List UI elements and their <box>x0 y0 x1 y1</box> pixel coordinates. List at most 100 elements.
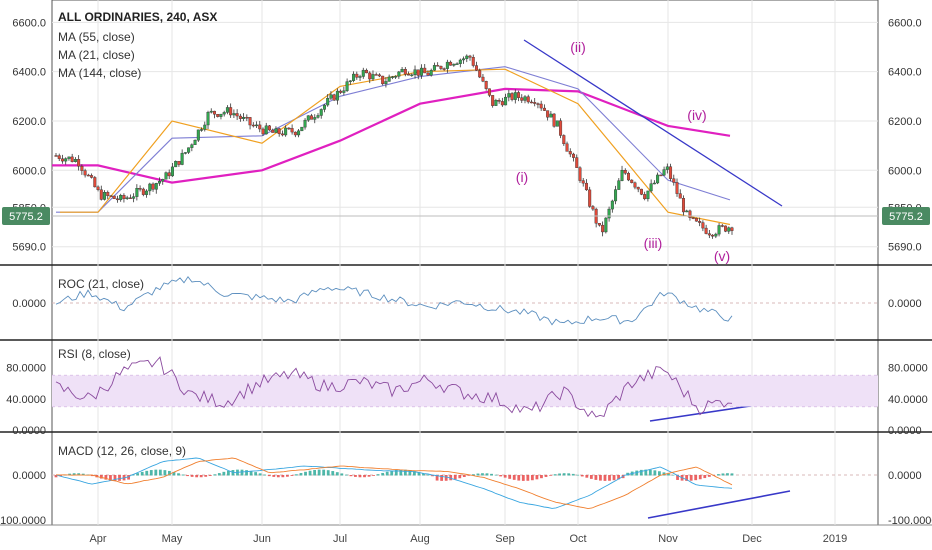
y-tick-label: -100.0000 <box>888 515 932 527</box>
candle-body <box>526 96 530 103</box>
roc-panel[interactable]: ROC (21, close) <box>55 276 733 326</box>
candle-body <box>397 71 401 77</box>
macd-hist-bar <box>390 470 394 476</box>
candle-body <box>345 81 349 91</box>
macd-hist-bar <box>535 475 539 480</box>
last-price-tag-left: 5775.2 <box>2 207 50 225</box>
candle-body <box>274 128 278 133</box>
x-axis: Apr May Jun Jul Aug Sep Oct Nov Dec 2019 <box>89 533 847 545</box>
candle-body <box>183 152 187 154</box>
macd-hist-bar <box>658 471 661 476</box>
macd-hist-bar <box>726 473 729 476</box>
macd-hist-bar <box>204 475 208 477</box>
macd-hist-bar <box>399 469 403 476</box>
candle-body <box>727 227 731 232</box>
macd-hist-bar <box>580 475 584 477</box>
macd-hist-bar <box>603 475 607 481</box>
candle-body <box>711 234 715 237</box>
macd-hist-bar <box>608 475 611 481</box>
candle-body <box>462 58 466 61</box>
candle-body <box>484 81 488 89</box>
candle-body <box>452 63 456 66</box>
macd-hist-bar <box>104 475 108 480</box>
candle-body <box>387 76 391 82</box>
macd-hist-bar <box>227 470 230 476</box>
candle-body <box>549 113 553 118</box>
candle-body <box>187 147 191 153</box>
y-tick-label: 6400.0 <box>12 67 46 79</box>
candle-body <box>96 186 100 190</box>
candle-body <box>478 70 482 78</box>
price-panel[interactable]: (i) (ii) (iii) (iv) (v) ALL ORDINARIES, 240,… <box>52 10 878 519</box>
candle-body <box>468 55 472 58</box>
candle-body <box>57 155 61 159</box>
candle-body <box>626 172 630 181</box>
macd-hist-bar <box>408 470 412 476</box>
candle-body <box>332 94 336 101</box>
candle-body <box>83 170 87 176</box>
macd-trendline <box>647 490 791 519</box>
candle-body <box>180 152 184 165</box>
candle-body <box>487 88 491 96</box>
macd-hist-bar <box>444 475 448 481</box>
macd-hist-bar <box>299 473 303 476</box>
candle-body <box>284 127 288 136</box>
macd-hist-bar <box>481 473 484 476</box>
x-tick-label: May <box>162 533 183 545</box>
rsi-legend: RSI (8, close) <box>58 347 131 361</box>
candle-body <box>206 112 210 126</box>
wave-label: (v) <box>714 248 730 264</box>
candle-body <box>238 115 242 119</box>
candle-body <box>429 70 433 76</box>
candle-body <box>588 189 592 207</box>
macd-hist-bar <box>476 473 480 476</box>
macd-hist-bar <box>599 475 602 481</box>
macd-hist-bar <box>118 475 121 481</box>
candle-body <box>643 194 647 200</box>
x-tick-label: Jun <box>253 533 271 545</box>
macd-hist-bar <box>485 473 489 476</box>
macd-line <box>55 457 733 510</box>
candle-body <box>678 193 682 199</box>
macd-hist-bar <box>517 475 521 481</box>
macd-hist-bar <box>544 475 548 477</box>
macd-hist-bar <box>54 475 58 478</box>
chart-frame <box>0 0 932 526</box>
candle-body <box>232 113 236 116</box>
candle-body <box>497 100 501 102</box>
macd-hist-bar <box>158 469 162 476</box>
macd-panel[interactable]: MACD (12, 26, close, 9) <box>54 444 734 510</box>
macd-hist-bar <box>676 475 679 480</box>
macd-hist-bar <box>263 474 267 476</box>
candle-body <box>319 109 323 116</box>
macd-hist-bar <box>258 473 262 476</box>
ma55-path <box>56 66 731 213</box>
candle-body <box>449 61 453 66</box>
y-tick-label: 6400.0 <box>888 67 922 79</box>
macd-hist-bar <box>281 475 285 478</box>
candle-body <box>222 112 226 115</box>
macd-hist-bar <box>168 470 171 476</box>
macd-hist-bar <box>217 473 221 476</box>
wave-label: (i) <box>516 169 528 185</box>
rsi-path <box>55 356 733 418</box>
macd-hist-bar <box>349 475 353 477</box>
candle-body <box>219 113 223 117</box>
rsi-panel[interactable]: RSI (8, close) <box>52 347 878 418</box>
macd-hist-bar <box>589 475 593 479</box>
macd-hist-bar <box>549 475 552 476</box>
macd-hist-bar <box>81 473 85 476</box>
candle-body <box>578 167 582 181</box>
candle-body <box>614 189 618 202</box>
macd-hist-bar <box>612 475 616 481</box>
candle-body <box>122 195 126 199</box>
candle-body <box>633 182 637 188</box>
y-tick-label: 0.0000 <box>12 425 46 437</box>
macd-hist-bar <box>249 470 253 476</box>
candle-body <box>106 192 110 196</box>
candle-body <box>371 74 375 80</box>
candle-body <box>694 217 698 222</box>
macd-hist-bar <box>694 475 698 481</box>
macd-hist-bar <box>340 473 344 476</box>
